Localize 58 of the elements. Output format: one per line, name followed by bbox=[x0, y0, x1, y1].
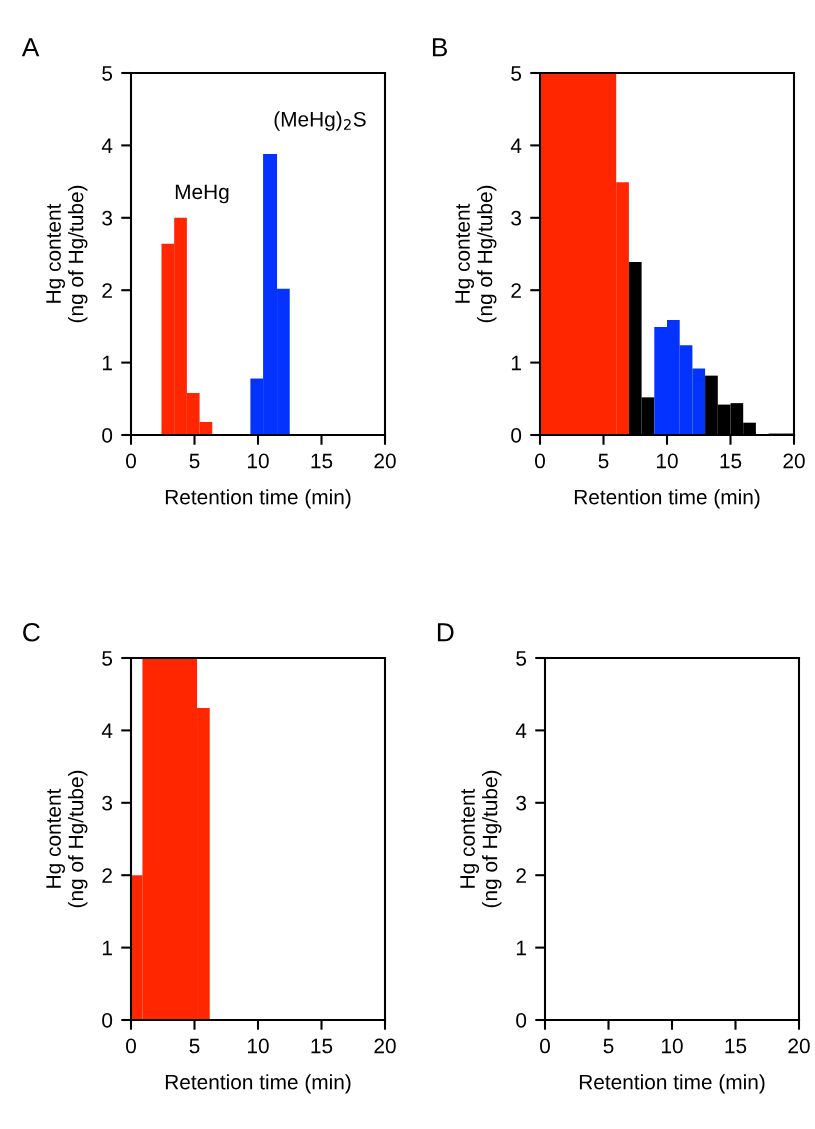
x-tick-label: 10 bbox=[657, 453, 678, 469]
y-tick-label: 1 bbox=[511, 355, 521, 371]
x-tick-label: 20 bbox=[783, 453, 805, 469]
x-tick-label: 5 bbox=[603, 1038, 614, 1054]
y-tick-label: 1 bbox=[102, 940, 112, 956]
y-tick-label: 1 bbox=[516, 940, 526, 956]
y-tick-label: 1 bbox=[102, 355, 112, 371]
chart-title: A bbox=[21, 38, 40, 57]
x-tick-label: 5 bbox=[189, 1038, 200, 1054]
y-tick-label: 4 bbox=[101, 723, 113, 738]
y-tick-label: 3 bbox=[102, 210, 113, 226]
y-tick-label: 0 bbox=[516, 1013, 527, 1028]
x-tick-label: 0 bbox=[126, 1038, 136, 1054]
y-tick-label: 5 bbox=[102, 66, 113, 81]
y-tick-label: 5 bbox=[516, 651, 527, 666]
y-tick-label: 4 bbox=[515, 723, 527, 738]
y-tick-label: 2 bbox=[102, 283, 112, 298]
y-axis-title: Hg content (ng of Hg/tube) bbox=[46, 770, 88, 908]
x-tick-label: 15 bbox=[720, 453, 742, 469]
x-tick-label: 20 bbox=[374, 453, 396, 469]
y-tick-label: 4 bbox=[101, 138, 113, 153]
y-tick-label: 4 bbox=[510, 138, 522, 153]
y-tick-label: 2 bbox=[102, 868, 112, 883]
x-tick-label: 15 bbox=[725, 1038, 747, 1054]
x-axis-title: Retention time (min) bbox=[579, 1074, 765, 1094]
x-tick-label: 10 bbox=[248, 1038, 269, 1054]
y-axis-title: Hg content (ng of Hg/tube) bbox=[46, 185, 88, 323]
x-tick-label: 5 bbox=[189, 453, 200, 469]
x-axis-title: Retention time (min) bbox=[574, 489, 760, 509]
x-tick-label: 20 bbox=[374, 1038, 396, 1054]
y-tick-label: 5 bbox=[102, 651, 113, 666]
chart-title: B bbox=[432, 38, 447, 57]
x-tick-label: 20 bbox=[788, 1038, 810, 1054]
x-axis-title: Retention time (min) bbox=[165, 1074, 351, 1094]
y-tick-label: 3 bbox=[102, 795, 113, 811]
x-tick-label: 15 bbox=[311, 1038, 333, 1054]
y-tick-label: 0 bbox=[511, 428, 522, 443]
y-tick-label: 3 bbox=[511, 210, 522, 226]
y-tick-label: 2 bbox=[511, 283, 521, 298]
y-axis-title: Hg content (ng of Hg/tube) bbox=[460, 770, 502, 908]
annotation: MeHg bbox=[175, 184, 229, 204]
y-tick-label: 0 bbox=[102, 1013, 113, 1028]
y-tick-label: 0 bbox=[102, 428, 113, 443]
y-tick-label: 2 bbox=[516, 868, 526, 883]
y-axis-title: Hg content (ng of Hg/tube) bbox=[455, 185, 497, 323]
x-tick-label: 10 bbox=[248, 453, 269, 469]
annotation: (MeHg)$_{2}$S bbox=[274, 111, 366, 131]
chart-title: D bbox=[437, 623, 454, 642]
y-tick-label: 5 bbox=[511, 66, 522, 81]
x-axis-title: Retention time (min) bbox=[165, 489, 351, 509]
x-tick-label: 10 bbox=[662, 1038, 683, 1054]
y-tick-label: 3 bbox=[516, 795, 527, 811]
x-tick-label: 5 bbox=[598, 453, 609, 469]
x-tick-label: 15 bbox=[311, 453, 333, 469]
x-tick-label: 0 bbox=[535, 453, 545, 469]
x-tick-label: 0 bbox=[126, 453, 136, 469]
chart-title: C bbox=[23, 622, 40, 642]
x-tick-label: 0 bbox=[540, 1038, 550, 1054]
